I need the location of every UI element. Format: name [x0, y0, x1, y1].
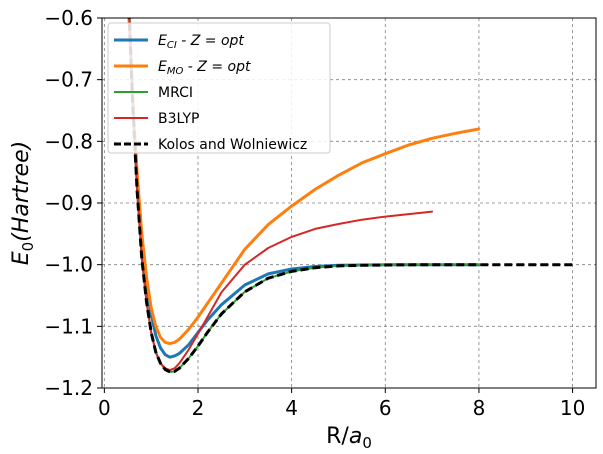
y-tick-label: −0.8 [44, 129, 93, 153]
x-tick-label: 6 [379, 396, 392, 420]
y-axis-label: E0(Hartree) [9, 141, 37, 265]
x-tick-label: 2 [192, 396, 205, 420]
series-line [128, 18, 434, 372]
y-tick-label: −1.1 [44, 314, 93, 338]
legend-label: MRCI [158, 85, 193, 101]
legend-label: B3LYP [158, 111, 199, 127]
tick-marks [97, 17, 574, 393]
series-layer [127, 18, 573, 374]
series-line [127, 18, 573, 374]
x-tick-label: 8 [473, 396, 486, 420]
y-tick-label: −0.9 [44, 191, 93, 215]
x-tick-label: 4 [285, 396, 298, 420]
x-axis-label: R/a0 [326, 424, 372, 452]
legend-box [107, 22, 331, 154]
y-tick-label: −0.7 [44, 68, 93, 92]
legend-label: ECI - Z = opt [158, 33, 244, 51]
legend-label: Kolos and Wolniewicz [158, 137, 307, 153]
x-tick-label: 0 [98, 396, 111, 420]
x-tick-label: 10 [560, 396, 585, 420]
legend: ECI - Z = opt EMO - Z = opt MRCI B3LYP Kolos… [107, 22, 331, 154]
series-line [127, 18, 481, 346]
legend-label: EMO - Z = opt [158, 59, 251, 77]
y-tick-label: −0.6 [44, 6, 93, 30]
y-tick-label: −1.2 [44, 376, 93, 400]
y-tick-label: −1.0 [44, 253, 93, 277]
tick-labels: 0 2 4 6 8 10 −1.2 −1.1 −1.0 −0.9 −0.8 −0.7 −0.6 [44, 6, 585, 420]
